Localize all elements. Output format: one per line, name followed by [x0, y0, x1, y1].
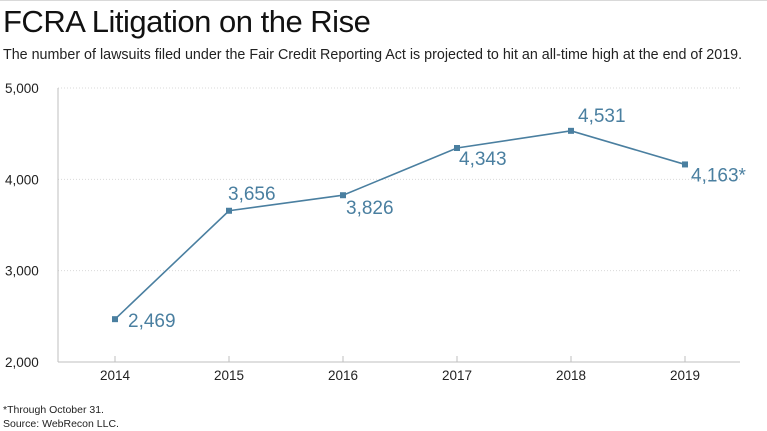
series-line	[114, 130, 686, 320]
gridlines	[58, 87, 740, 272]
data-label: 3,826	[346, 198, 394, 219]
data-label: 3,656	[228, 184, 276, 205]
data-point-marker	[682, 161, 688, 168]
y-tick-labels: 2,000 3,000 4,000 5,000	[5, 81, 39, 370]
x-tick-label: 2015	[214, 368, 244, 383]
top-rule	[0, 0, 767, 1]
data-point-marker	[226, 207, 232, 214]
y-tick-label: 4,000	[5, 172, 39, 187]
data-point-marker	[454, 145, 460, 152]
data-label: 4,531	[578, 106, 626, 127]
data-label: 4,343	[459, 149, 507, 170]
data-label: 2,469	[128, 311, 176, 332]
axes	[57, 88, 740, 363]
x-tick-label: 2018	[556, 368, 586, 383]
y-tick-label: 2,000	[5, 355, 39, 370]
page-subtitle: The number of lawsuits filed under the F…	[3, 47, 743, 63]
data-labels: 2,469 3,656 3,826 4,343 4,531 4,163*	[128, 106, 747, 332]
data-point-marker	[568, 127, 574, 134]
footnote: *Through October 31.	[3, 404, 104, 416]
x-tick-label: 2016	[328, 368, 358, 383]
x-tick-label: 2019	[670, 368, 700, 383]
y-tick-label: 5,000	[5, 81, 39, 96]
data-label: 4,163*	[691, 165, 747, 186]
data-series	[112, 127, 688, 323]
page-title: FCRA Litigation on the Rise	[3, 4, 371, 39]
x-tick-labels: 2014 2015 2016 2017 2018 2019	[100, 368, 700, 383]
x-tick-label: 2017	[442, 368, 472, 383]
source-note: Source: WebRecon LLC.	[3, 418, 119, 430]
x-tick-label: 2014	[100, 368, 131, 383]
data-point-marker	[112, 316, 118, 323]
y-tick-label: 3,000	[5, 264, 39, 279]
data-point-marker	[340, 192, 346, 199]
